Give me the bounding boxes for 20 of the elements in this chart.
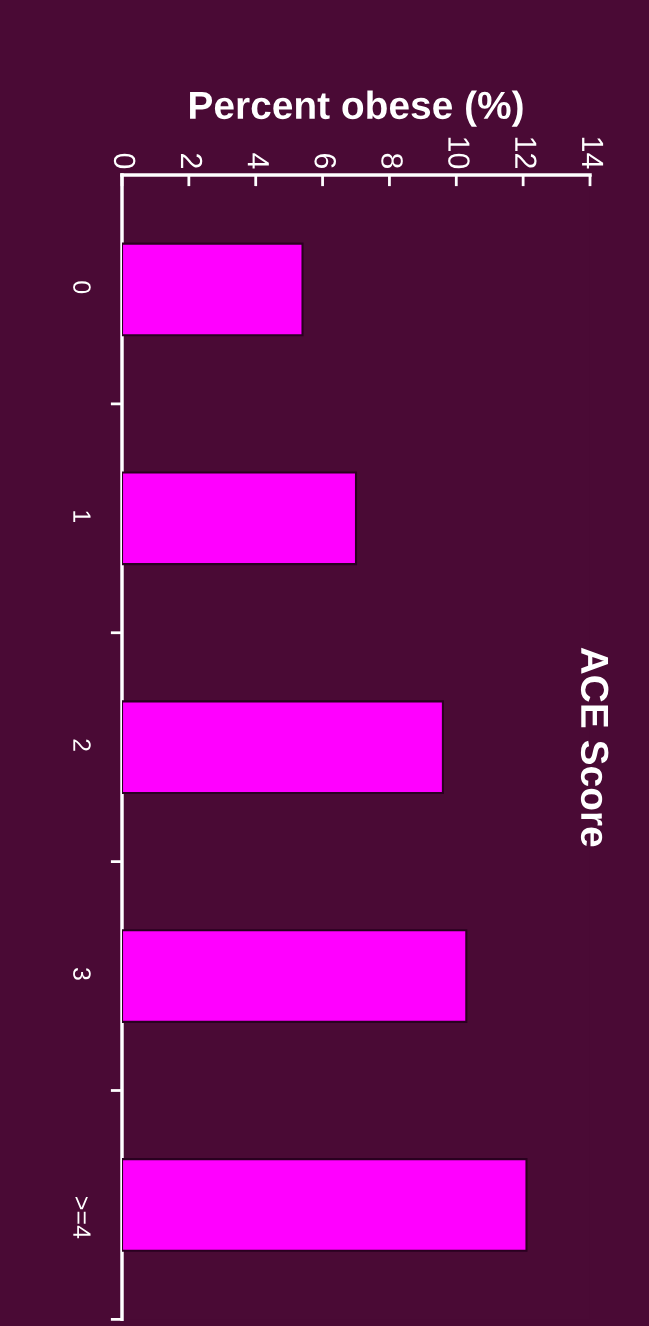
y-axis-title: ACE Score [580,647,609,847]
y-tick-label: 3 [73,967,91,980]
bar [122,929,468,1023]
x-tick-label: 4 [247,153,269,169]
y-tick-label: >=4 [73,1197,91,1239]
bar [122,700,444,794]
x-tick-label: 10 [448,137,470,169]
x-axis-title: Percent obese (%) [190,90,523,127]
x-tick-label: 2 [180,153,203,168]
x-tick-label: 12 [515,137,537,168]
x-tick-label: 0 [113,153,136,169]
x-tick-label: 8 [381,153,403,169]
x-tick-label: 6 [314,154,337,169]
y-tick-label: 0 [73,281,91,294]
y-tick-label: 2 [73,739,91,751]
bar [122,471,358,566]
bar [122,1158,528,1252]
x-tick-label: 14 [582,137,604,169]
y-tick-label: 1 [73,511,91,522]
bar [122,242,304,337]
